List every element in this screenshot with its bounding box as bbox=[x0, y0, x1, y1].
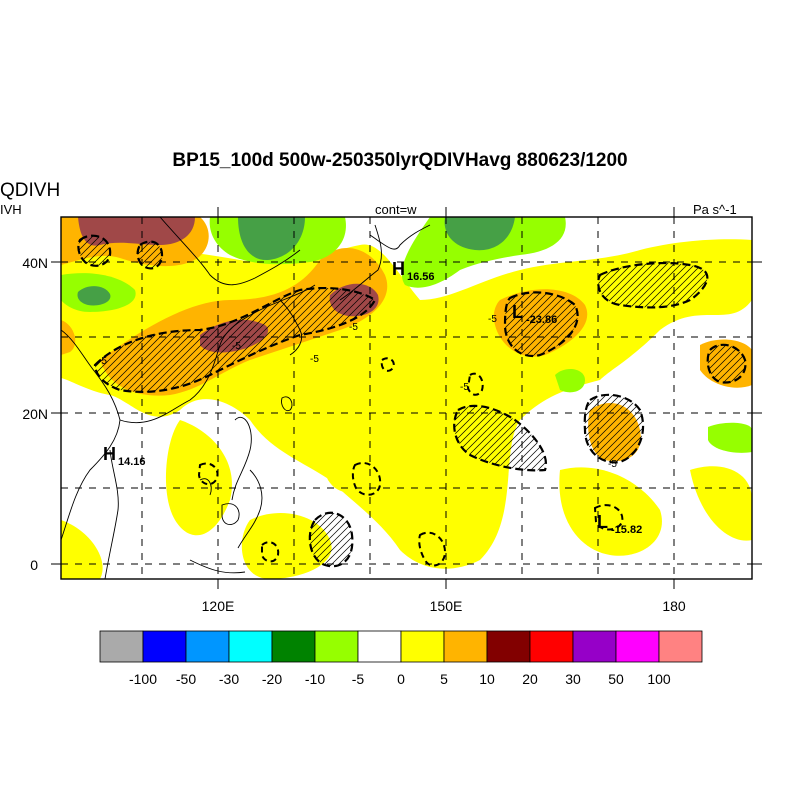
lat-label-20n: 20N bbox=[22, 406, 48, 422]
contour-label: -5 bbox=[608, 459, 617, 470]
high-letter: H bbox=[103, 444, 116, 464]
contour-variable-label: cont=w bbox=[375, 202, 417, 217]
variable-label: QDIVH bbox=[0, 180, 61, 201]
colorbar-label: 30 bbox=[565, 671, 581, 687]
colorbar-swatch bbox=[314, 630, 359, 663]
coastlines bbox=[61, 217, 431, 579]
colorbar-label: -20 bbox=[262, 671, 282, 687]
colorbar-swatch bbox=[443, 630, 488, 663]
negative-shading-10 bbox=[77, 217, 515, 306]
colorbar-label: 5 bbox=[440, 671, 448, 687]
low-center-23-86: L -23.86 bbox=[512, 302, 557, 326]
colorbar-swatch bbox=[400, 630, 445, 663]
colorbar-label: -100 bbox=[129, 671, 157, 687]
contour-label: -5 bbox=[488, 314, 497, 325]
colorbar-swatch bbox=[99, 630, 144, 663]
colorbar-swatch bbox=[486, 630, 531, 663]
map-frame bbox=[60, 216, 753, 580]
high-letter: H bbox=[392, 259, 405, 279]
colorbar-swatch bbox=[142, 630, 187, 663]
map-title: BP15_100d 500w-250350lyrQDIVHavg 880623/… bbox=[172, 150, 628, 171]
colorbar-swatch bbox=[228, 630, 273, 663]
lon-label-150e: 150E bbox=[430, 598, 463, 614]
colorbar: -100 -50 -30 -20 -10 -5 0 5 10 20 30 50 100 bbox=[99, 630, 703, 687]
high-center-14-16: H 14.16 bbox=[103, 444, 146, 468]
colorbar-swatch bbox=[529, 630, 574, 663]
contour-labels: -5 -5 -5 -5 -5 -5 -5 bbox=[98, 314, 617, 470]
small-contours bbox=[197, 357, 624, 567]
axis-ticks bbox=[51, 207, 762, 589]
lat-label-0: 0 bbox=[30, 557, 38, 573]
colorbar-swatch bbox=[271, 630, 316, 663]
colorbar-label: -30 bbox=[219, 671, 239, 687]
units-label: Pa s^-1 bbox=[693, 202, 737, 217]
lon-label-120e: 120E bbox=[202, 598, 235, 614]
colorbar-label: 50 bbox=[608, 671, 624, 687]
colorbar-swatch bbox=[658, 630, 703, 663]
shaded-field bbox=[61, 217, 752, 579]
colorbar-label: -10 bbox=[305, 671, 325, 687]
high-value: 16.56 bbox=[407, 271, 435, 283]
low-value: -15.82 bbox=[611, 524, 642, 536]
lon-label-180: 180 bbox=[662, 598, 686, 614]
colorbar-label: -5 bbox=[352, 671, 365, 687]
lat-label-40n: 40N bbox=[22, 255, 48, 271]
colorbar-label: 10 bbox=[479, 671, 495, 687]
high-center-16-56: H 16.56 bbox=[392, 259, 435, 283]
colorbar-swatch bbox=[615, 630, 660, 663]
colorbar-swatch bbox=[185, 630, 230, 663]
low-center-15-82: L -15.82 bbox=[597, 512, 642, 536]
colorbar-swatch bbox=[357, 630, 402, 663]
contour-label: -5 bbox=[460, 382, 469, 393]
variable-sublabel: IVH bbox=[0, 202, 22, 217]
map-gridlines bbox=[61, 217, 752, 579]
colorbar-label: 0 bbox=[397, 671, 405, 687]
low-letter: L bbox=[597, 512, 608, 532]
colorbar-label: 20 bbox=[522, 671, 538, 687]
contour-label: -5 bbox=[349, 322, 358, 333]
colorbar-label: -50 bbox=[176, 671, 196, 687]
high-value: 14.16 bbox=[118, 456, 146, 468]
negative-shading-5 bbox=[61, 217, 752, 453]
colorbar-swatch bbox=[572, 630, 617, 663]
contour-label: -5 bbox=[98, 356, 107, 367]
hatched-contours bbox=[77, 234, 747, 568]
colorbar-label: 100 bbox=[647, 671, 671, 687]
contour-label: -5 bbox=[232, 341, 241, 352]
contour-label: -5 bbox=[310, 354, 319, 365]
low-value: -23.86 bbox=[526, 314, 557, 326]
low-letter: L bbox=[512, 302, 523, 322]
